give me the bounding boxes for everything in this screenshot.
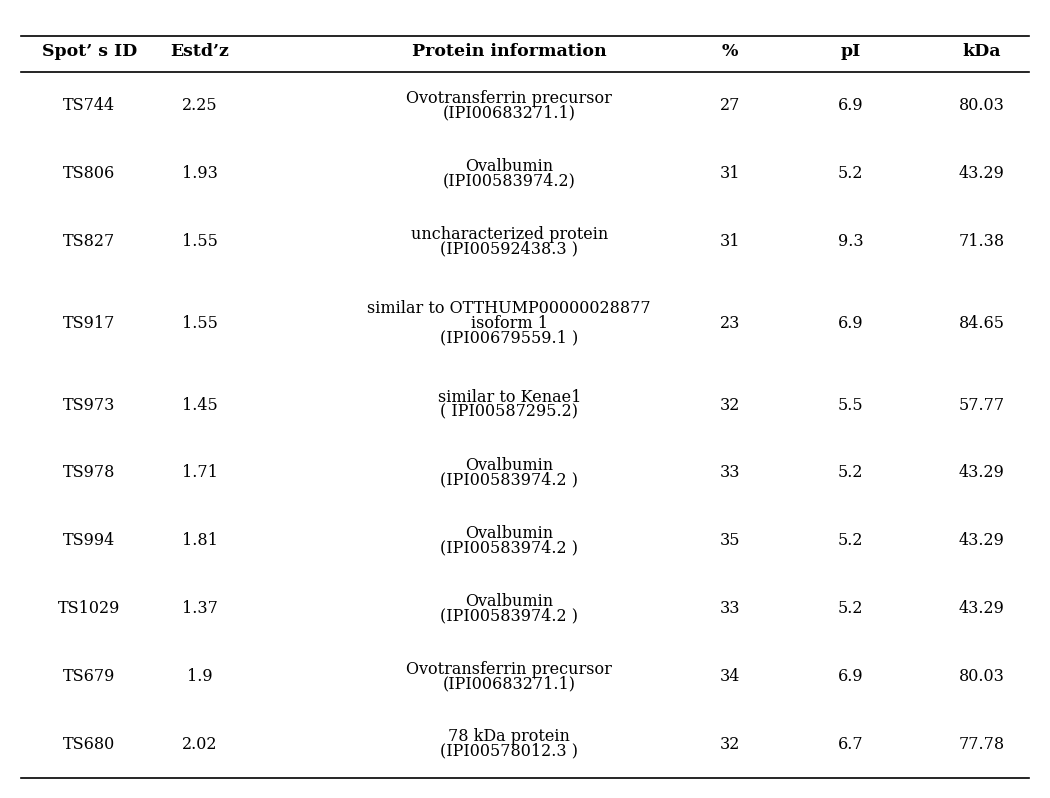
Text: (IPI00583974.2 ): (IPI00583974.2 ) bbox=[440, 607, 579, 624]
Text: Ovotransferrin precursor: Ovotransferrin precursor bbox=[406, 90, 612, 107]
Text: similar to Kenae1: similar to Kenae1 bbox=[438, 389, 581, 406]
Text: 43.29: 43.29 bbox=[959, 464, 1005, 481]
Text: 1.71: 1.71 bbox=[182, 464, 217, 481]
Text: Ovotransferrin precursor: Ovotransferrin precursor bbox=[406, 661, 612, 678]
Text: 1.81: 1.81 bbox=[182, 532, 217, 549]
Text: 1.9: 1.9 bbox=[187, 668, 212, 685]
Text: Ovalbumin: Ovalbumin bbox=[465, 593, 553, 610]
Text: TS973: TS973 bbox=[63, 397, 116, 413]
Text: 1.55: 1.55 bbox=[182, 314, 217, 332]
Text: 9.3: 9.3 bbox=[838, 233, 863, 250]
Text: 77.78: 77.78 bbox=[959, 736, 1005, 753]
Text: 27: 27 bbox=[719, 97, 740, 114]
Text: Ovalbumin: Ovalbumin bbox=[465, 158, 553, 175]
Text: 31: 31 bbox=[719, 233, 740, 250]
Text: 32: 32 bbox=[719, 736, 740, 753]
Text: 57.77: 57.77 bbox=[959, 397, 1005, 413]
Text: 35: 35 bbox=[719, 532, 740, 549]
Text: 84.65: 84.65 bbox=[959, 314, 1005, 332]
Text: 1.45: 1.45 bbox=[182, 397, 217, 413]
Text: 6.9: 6.9 bbox=[838, 668, 863, 685]
Text: (IPI00583974.2 ): (IPI00583974.2 ) bbox=[440, 539, 579, 556]
Text: 71.38: 71.38 bbox=[959, 233, 1005, 250]
Text: 32: 32 bbox=[719, 397, 740, 413]
Text: kDa: kDa bbox=[963, 43, 1001, 61]
Text: 31: 31 bbox=[719, 165, 740, 182]
Text: (IPI00583974.2 ): (IPI00583974.2 ) bbox=[440, 472, 579, 488]
Text: isoform 1: isoform 1 bbox=[470, 314, 548, 332]
Text: (IPI00578012.3 ): (IPI00578012.3 ) bbox=[440, 743, 579, 760]
Text: Spot’ s ID: Spot’ s ID bbox=[42, 43, 136, 61]
Text: 5.2: 5.2 bbox=[838, 165, 863, 182]
Text: TS680: TS680 bbox=[63, 736, 116, 753]
Text: 78 kDa protein: 78 kDa protein bbox=[448, 729, 570, 745]
Text: TS1029: TS1029 bbox=[58, 600, 121, 617]
Text: 2.02: 2.02 bbox=[182, 736, 217, 753]
Text: 5.2: 5.2 bbox=[838, 600, 863, 617]
Text: pI: pI bbox=[840, 43, 861, 61]
Text: Ovalbumin: Ovalbumin bbox=[465, 457, 553, 474]
Text: TS917: TS917 bbox=[63, 314, 116, 332]
Text: 1.37: 1.37 bbox=[182, 600, 217, 617]
Text: (IPI00583974.2): (IPI00583974.2) bbox=[443, 172, 575, 189]
Text: 1.55: 1.55 bbox=[182, 233, 217, 250]
Text: 43.29: 43.29 bbox=[959, 165, 1005, 182]
Text: 34: 34 bbox=[719, 668, 740, 685]
Text: 80.03: 80.03 bbox=[959, 668, 1005, 685]
Text: TS806: TS806 bbox=[63, 165, 116, 182]
Text: Protein information: Protein information bbox=[412, 43, 607, 61]
Text: 5.5: 5.5 bbox=[838, 397, 863, 413]
Text: 33: 33 bbox=[719, 600, 740, 617]
Text: TS679: TS679 bbox=[63, 668, 116, 685]
Text: 6.7: 6.7 bbox=[838, 736, 863, 753]
Text: 5.2: 5.2 bbox=[838, 464, 863, 481]
Text: 43.29: 43.29 bbox=[959, 532, 1005, 549]
Text: similar to OTTHUMP00000028877: similar to OTTHUMP00000028877 bbox=[368, 300, 651, 318]
Text: 43.29: 43.29 bbox=[959, 600, 1005, 617]
Text: Ovalbumin: Ovalbumin bbox=[465, 525, 553, 542]
Text: (IPI00683271.1): (IPI00683271.1) bbox=[443, 105, 575, 121]
Text: TS994: TS994 bbox=[63, 532, 116, 549]
Text: (IPI00592438.3 ): (IPI00592438.3 ) bbox=[440, 240, 579, 257]
Text: 33: 33 bbox=[719, 464, 740, 481]
Text: 1.93: 1.93 bbox=[182, 165, 217, 182]
Text: 6.9: 6.9 bbox=[838, 314, 863, 332]
Text: Estd’z: Estd’z bbox=[170, 43, 229, 61]
Text: ( IPI00587295.2): ( IPI00587295.2) bbox=[440, 404, 579, 421]
Text: TS978: TS978 bbox=[63, 464, 116, 481]
Text: 2.25: 2.25 bbox=[182, 97, 217, 114]
Text: (IPI00683271.1): (IPI00683271.1) bbox=[443, 675, 575, 692]
Text: %: % bbox=[721, 43, 738, 61]
Text: TS827: TS827 bbox=[63, 233, 116, 250]
Text: 5.2: 5.2 bbox=[838, 532, 863, 549]
Text: uncharacterized protein: uncharacterized protein bbox=[411, 226, 608, 243]
Text: 23: 23 bbox=[719, 314, 740, 332]
Text: 80.03: 80.03 bbox=[959, 97, 1005, 114]
Text: 6.9: 6.9 bbox=[838, 97, 863, 114]
Text: (IPI00679559.1 ): (IPI00679559.1 ) bbox=[440, 329, 579, 346]
Text: TS744: TS744 bbox=[63, 97, 116, 114]
